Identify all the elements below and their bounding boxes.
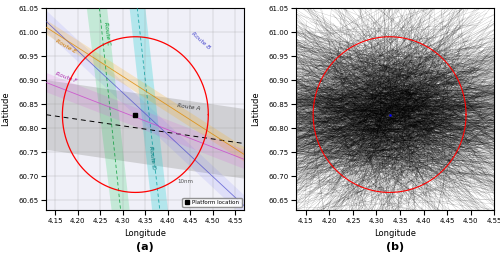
Polygon shape: [46, 80, 244, 179]
Polygon shape: [130, 8, 168, 210]
Text: Route D: Route D: [148, 146, 156, 170]
Y-axis label: Latitude: Latitude: [2, 92, 11, 126]
Text: 10nm: 10nm: [177, 179, 193, 185]
Y-axis label: Latitude: Latitude: [252, 92, 260, 126]
Text: Route A: Route A: [177, 103, 201, 111]
Text: (a): (a): [136, 242, 154, 252]
Text: Route B: Route B: [190, 31, 211, 50]
Text: (b): (b): [386, 242, 404, 252]
X-axis label: Longitude: Longitude: [124, 229, 166, 238]
Polygon shape: [46, 20, 244, 162]
X-axis label: Longitude: Longitude: [374, 229, 416, 238]
Text: Route E: Route E: [54, 39, 77, 55]
Text: Route C: Route C: [102, 21, 110, 45]
Legend: Platform location: Platform location: [182, 198, 242, 207]
Text: Route F: Route F: [54, 71, 78, 84]
Polygon shape: [87, 8, 130, 210]
Polygon shape: [46, 11, 244, 217]
Polygon shape: [46, 73, 244, 169]
